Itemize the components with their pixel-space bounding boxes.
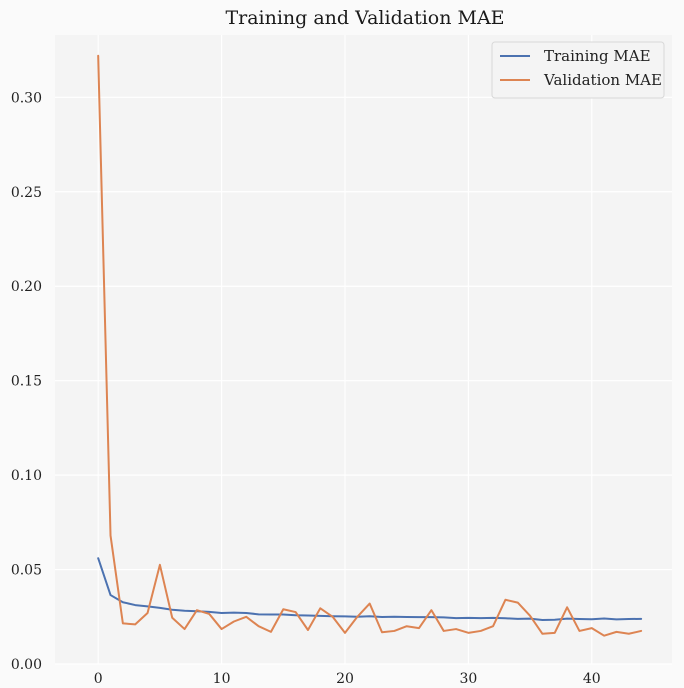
y-tick-label: 0.30 [11, 90, 42, 106]
x-tick-label: 40 [583, 671, 601, 687]
grid [55, 35, 672, 665]
legend-box [491, 41, 665, 99]
y-tick-label: 0.20 [11, 279, 42, 295]
chart-title: Training and Validation MAE [225, 7, 504, 29]
y-tick-label: 0.15 [11, 374, 42, 390]
x-tick-label: 20 [336, 671, 354, 687]
legend-label-training: Training MAE [544, 47, 651, 65]
y-tick-label: 0.25 [11, 185, 42, 201]
y-tick-label: 0.05 [11, 563, 42, 579]
series-line-validation [97, 54, 643, 637]
series-line-training [97, 557, 643, 621]
legend-label-validation: Validation MAE [543, 71, 662, 89]
y-tick-label: 0.00 [11, 657, 42, 673]
legend: Training MAE Validation MAE [491, 41, 665, 99]
x-tick-label: 0 [94, 671, 103, 687]
plot-area [55, 35, 672, 664]
axis-ticks: 0.00 0.05 0.10 0.15 0.20 0.25 0.30 0 10 20 30 40 [11, 90, 601, 687]
x-tick-label: 30 [459, 671, 477, 687]
x-tick-label: 10 [213, 671, 231, 687]
y-tick-label: 0.10 [11, 468, 42, 484]
series-lines [97, 54, 643, 637]
